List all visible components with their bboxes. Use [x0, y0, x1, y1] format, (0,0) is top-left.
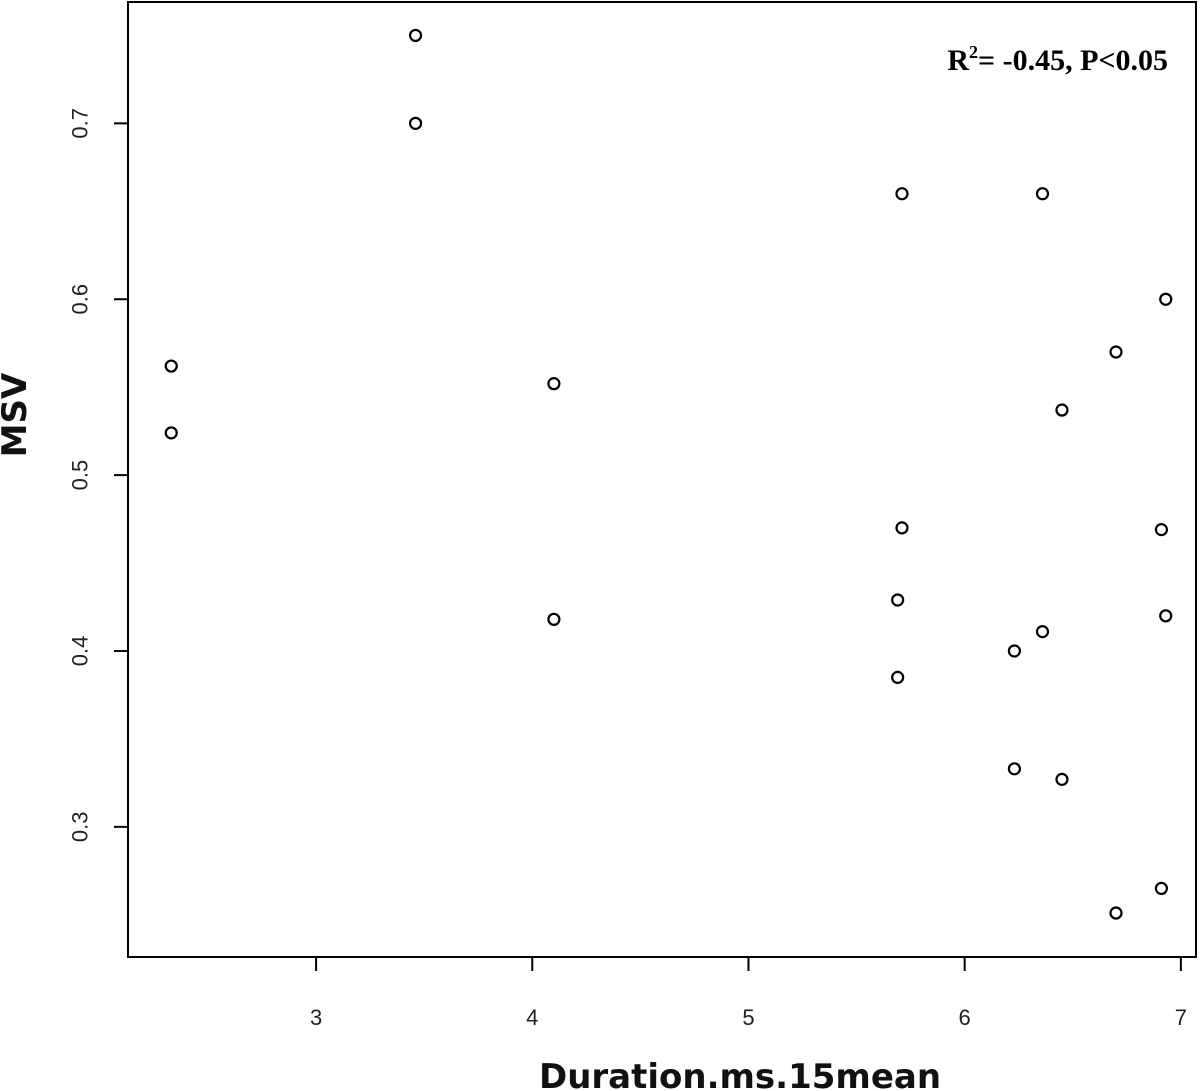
- annotation-r: R: [947, 44, 969, 77]
- plot-frame: [127, 1, 1197, 958]
- x-tick-label: 5: [742, 1005, 754, 1030]
- data-point: [164, 426, 178, 440]
- data-point: [895, 187, 909, 201]
- data-point: [408, 28, 423, 43]
- annotation-superscript: 2: [969, 42, 978, 62]
- y-tick-label: 0.5: [68, 460, 93, 491]
- data-point: [547, 377, 561, 391]
- y-tick-label: 0.3: [68, 812, 93, 843]
- data-point: [891, 670, 905, 684]
- data-point: [1035, 625, 1050, 639]
- data-point: [1154, 881, 1169, 896]
- y-axis-title: MSV: [0, 372, 35, 457]
- data-point: [891, 593, 905, 607]
- data-point: [1035, 187, 1050, 201]
- data-point: [1159, 609, 1173, 623]
- data-point: [1109, 345, 1123, 359]
- y-tick-label: 0.7: [68, 108, 93, 139]
- data-point: [547, 612, 561, 626]
- data-point: [1055, 772, 1069, 786]
- correlation-annotation: R2= -0.45, P<0.05: [947, 42, 1168, 77]
- data-point: [408, 116, 423, 130]
- x-tick-label: 3: [310, 1005, 322, 1030]
- data-points: [164, 28, 1173, 920]
- y-tick-label: 0.6: [68, 284, 93, 315]
- x-axis-title: Duration.ms.15mean: [539, 1057, 941, 1091]
- annotation-rest: = -0.45, P<0.05: [978, 44, 1168, 77]
- data-point: [1109, 906, 1123, 920]
- data-point: [164, 359, 178, 373]
- data-point: [895, 521, 909, 535]
- data-point: [1159, 292, 1173, 306]
- x-axis: 3 4 5 6 7: [310, 956, 1187, 1030]
- data-point: [1154, 523, 1169, 537]
- x-tick-label: 7: [1175, 1005, 1187, 1030]
- data-point: [1055, 403, 1069, 417]
- y-axis: 0.3 0.4 0.5 0.6 0.7: [68, 108, 129, 843]
- x-tick-label: 6: [959, 1005, 971, 1030]
- y-tick-label: 0.4: [68, 636, 93, 667]
- x-tick-label: 4: [526, 1005, 538, 1030]
- data-point: [1007, 644, 1021, 658]
- data-point: [1007, 762, 1021, 776]
